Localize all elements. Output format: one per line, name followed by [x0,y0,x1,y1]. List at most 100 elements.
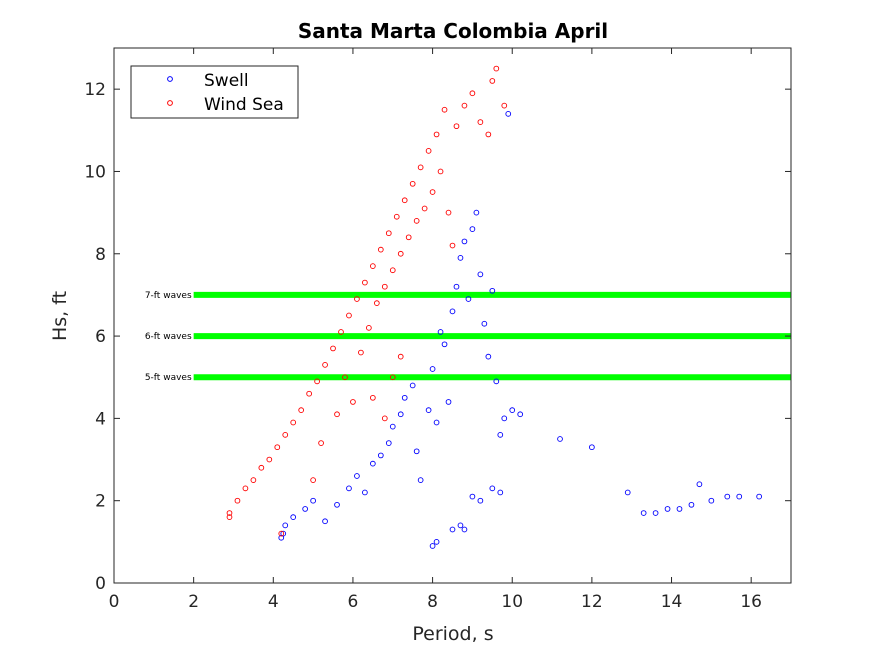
x-tick-label: 6 [348,592,359,612]
data-point [393,213,400,220]
data-point [497,431,504,438]
data-point [449,526,456,533]
data-point [497,489,504,496]
plot-area [114,48,791,583]
data-point [429,366,436,372]
data-point [258,464,265,471]
x-tick-label: 16 [740,592,762,612]
data-point [509,407,516,414]
data-point [696,481,703,488]
y-axis-label: Hs, ft [49,291,71,341]
data-point [362,489,368,496]
data-point [485,353,492,360]
data-point [401,197,408,204]
x-axis-ticks: 0 2 4 6 8 10 12 14 16 [109,48,762,612]
data-point [358,349,364,356]
data-point [437,329,444,335]
data-point [417,477,424,483]
data-point [290,514,297,521]
data-point [445,399,452,405]
y-tick-label: 6 [95,327,106,347]
data-point [274,444,281,451]
data-point [624,489,631,496]
data-point [493,378,500,385]
data-point [433,538,440,545]
data-point [385,440,392,446]
data-point [298,407,305,414]
data-point [465,296,472,302]
data-point [354,473,360,479]
data-point [461,238,468,245]
y-tick-label: 0 [95,574,106,594]
data-point [489,78,496,84]
data-point [477,497,484,504]
data-point [413,217,420,224]
plot-frame [113,47,792,584]
x-tick-label: 2 [188,592,199,612]
data-point [389,267,396,274]
data-point [724,493,731,500]
data-point [405,234,412,241]
data-point [493,65,500,72]
data-point [401,394,408,401]
reference-line-label: 7-ft waves [145,291,192,301]
legend-marker-wind-sea [167,100,173,106]
legend-box [130,65,299,119]
data-point [373,300,380,307]
data-point [266,456,273,463]
data-point [676,506,683,512]
data-point [366,324,372,331]
data-point [421,205,428,212]
data-point [377,246,384,253]
chart-title: Santa Marta Colombia April [298,19,608,43]
x-axis-label: Period, s [412,623,493,645]
data-point [282,431,289,438]
series-wind-sea [226,65,508,537]
legend-marker-swell [167,76,173,82]
data-point [489,287,496,294]
data-point [505,110,512,117]
data-point [449,242,456,249]
data-point [477,271,484,278]
data-point [461,102,468,109]
data-point [314,378,320,385]
data-point [389,423,396,430]
data-point [338,329,344,335]
data-point [362,279,368,286]
data-point [437,168,444,175]
data-point [429,189,436,195]
data-point [278,530,285,537]
data-point [481,320,488,327]
data-point [469,493,476,500]
data-point [318,440,324,446]
data-point [282,522,289,529]
data-point [385,230,392,237]
data-point [334,411,340,418]
y-axis-ticks: 0 2 4 6 8 10 12 [84,80,791,594]
data-point [736,493,743,500]
data-point [370,263,376,269]
data-point [485,131,492,138]
data-point [589,444,595,451]
data-point [354,296,360,302]
data-point [397,353,404,360]
data-point [501,102,508,109]
data-point [708,497,715,504]
data-point [449,308,456,315]
data-point [453,123,460,130]
data-point [397,250,404,257]
x-tick-label: 14 [661,592,683,612]
data-point [370,460,376,467]
data-point [280,530,287,537]
x-tick-label: 12 [581,592,603,612]
series-swell [278,110,762,549]
data-point [417,164,424,171]
data-point [425,407,432,414]
data-point [242,485,249,492]
x-tick-label: 10 [501,592,523,612]
legend-label-swell: Swell [204,71,249,91]
data-point [342,374,348,381]
reference-line-label: 5-ft waves [145,373,192,383]
data-point [425,148,432,154]
data-point [664,506,671,512]
